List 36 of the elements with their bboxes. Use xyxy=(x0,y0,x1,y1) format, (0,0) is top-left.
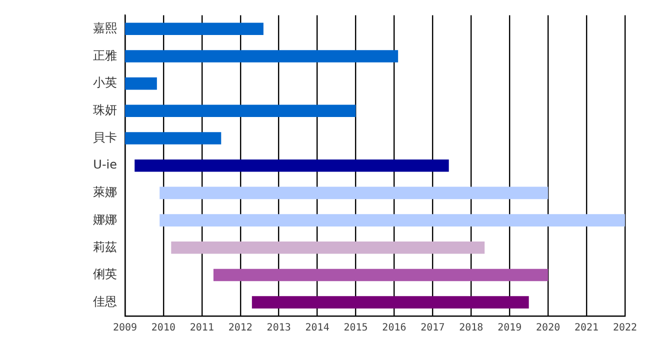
bar xyxy=(160,186,548,200)
y-tick-label: 小英 xyxy=(93,76,117,90)
y-tick-label: 珠妍 xyxy=(93,103,117,118)
x-tick-label: 2021 xyxy=(574,322,599,334)
x-tick-label: 2016 xyxy=(382,322,406,334)
x-tick-label: 2011 xyxy=(190,322,214,334)
y-tick-label: 娜娜 xyxy=(93,212,117,226)
bar xyxy=(125,104,356,118)
y-tick-label: 俐英 xyxy=(93,267,117,282)
x-tick-label: 2019 xyxy=(498,322,522,334)
x-tick-label: 2012 xyxy=(228,322,252,334)
bar xyxy=(125,132,222,144)
y-tick-label: 嘉熙 xyxy=(93,21,117,35)
x-tick-label: 2009 xyxy=(112,322,138,334)
y-tick-label: 佳恩 xyxy=(93,294,117,308)
y-tick-label: 貝卡 xyxy=(93,130,117,144)
bar xyxy=(125,50,398,62)
x-tick-label: 2017 xyxy=(420,322,445,334)
x-tick-label: 2013 xyxy=(266,322,291,334)
y-tick-label: 萊娜 xyxy=(93,185,117,200)
x-tick-label: 2018 xyxy=(459,322,484,334)
bar xyxy=(125,77,157,90)
y-tick-label: 莉茲 xyxy=(93,240,117,254)
x-tick-label: 2020 xyxy=(536,322,560,334)
y-tick-label: U-ie xyxy=(93,158,117,172)
x-tick-label: 2014 xyxy=(305,322,330,334)
bar xyxy=(134,159,449,172)
x-tick-label: 2022 xyxy=(612,322,638,334)
bar xyxy=(171,241,485,254)
bar xyxy=(252,296,529,308)
bar xyxy=(125,22,264,36)
bar xyxy=(160,214,625,226)
bar xyxy=(213,268,548,282)
y-tick-label: 正雅 xyxy=(93,48,117,62)
x-tick-label: 2015 xyxy=(344,322,368,334)
x-tick-label: 2010 xyxy=(151,322,176,334)
